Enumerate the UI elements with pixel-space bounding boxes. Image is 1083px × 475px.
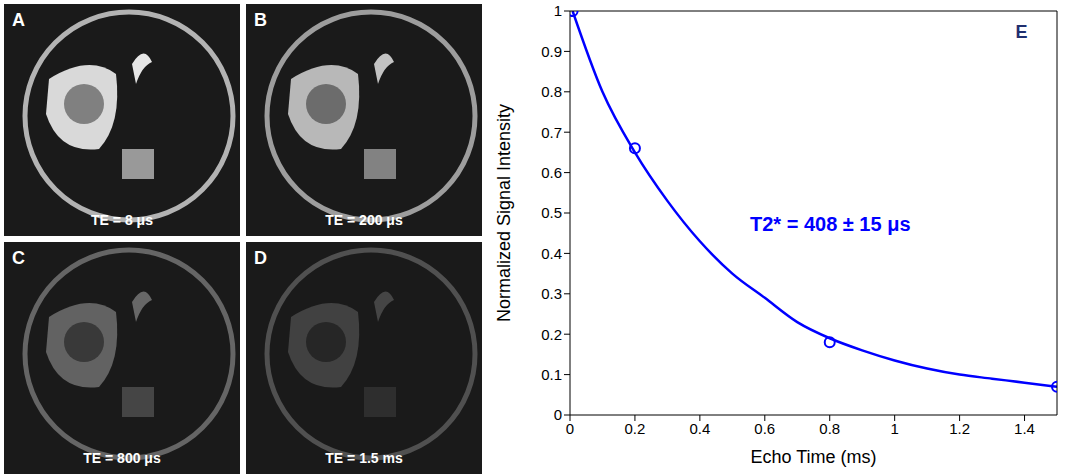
svg-text:0.2: 0.2 [625, 420, 646, 437]
html-text:T2* = 408 ± 15 μs: T2* = 408 ± 15 μs [750, 212, 911, 235]
svg-text:0.4: 0.4 [541, 245, 562, 262]
svg-text:0.9: 0.9 [541, 43, 562, 60]
svg-text:Echo Time (ms): Echo Time (ms) [750, 447, 876, 467]
html-text:TE = 1.5 ms: TE = 1.5 ms [325, 450, 403, 466]
svg-text:0.6: 0.6 [754, 420, 775, 437]
svg-text:0.7: 0.7 [541, 124, 562, 141]
svg-text:1.2: 1.2 [949, 420, 970, 437]
svg-text:0: 0 [566, 420, 574, 437]
html-text:D: D [254, 248, 267, 268]
svg-text:Normalized Signal Intensity: Normalized Signal Intensity [494, 104, 514, 322]
svg-text:0.4: 0.4 [689, 420, 710, 437]
html-text:TE = 200 μs: TE = 200 μs [325, 212, 403, 228]
svg-text:1.4: 1.4 [1014, 420, 1035, 437]
svg-text:0.3: 0.3 [541, 285, 562, 302]
html-text:A: A [12, 10, 25, 30]
svg-text:1: 1 [554, 2, 562, 19]
svg-text:1: 1 [890, 420, 898, 437]
html-text:TE = 8 μs: TE = 8 μs [91, 212, 153, 228]
html-text:TE = 800 μs: TE = 800 μs [83, 450, 161, 466]
svg-text:0.5: 0.5 [541, 204, 562, 221]
svg-text:0: 0 [554, 406, 562, 423]
svg-text:0.6: 0.6 [541, 164, 562, 181]
svg-text:0.8: 0.8 [541, 83, 562, 100]
svg-text:0.1: 0.1 [541, 366, 562, 383]
svg-text:0.2: 0.2 [541, 326, 562, 343]
html-text:B: B [254, 10, 267, 30]
svg-text:0.8: 0.8 [819, 420, 840, 437]
html-text:C: C [12, 248, 25, 268]
html-text:E: E [1015, 22, 1028, 43]
